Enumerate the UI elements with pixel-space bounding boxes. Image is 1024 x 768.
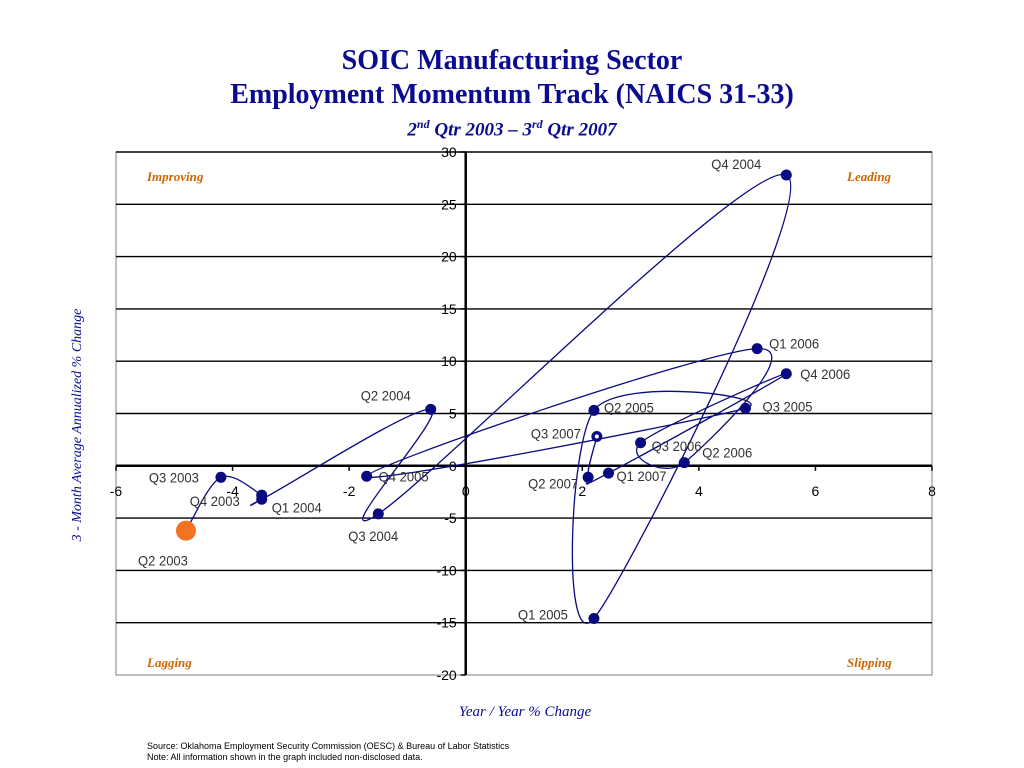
y-tick-label: -20 — [436, 667, 456, 683]
y-tick-label: 25 — [441, 196, 457, 212]
x-tick-label: -4 — [226, 483, 239, 499]
y-tick-label: -5 — [444, 510, 457, 526]
note-text: Note: All information shown in the graph… — [147, 752, 423, 762]
y-tick-label: 30 — [441, 144, 457, 160]
quadrant-label-lagging: Lagging — [147, 655, 192, 670]
data-point — [256, 493, 268, 505]
data-point — [425, 403, 437, 415]
subtitle-end: Qtr 2007 — [542, 119, 617, 141]
subtitle-middle: Qtr 2003 – — [429, 119, 523, 141]
data-label: Q4 2004 — [711, 156, 761, 172]
data-point — [361, 470, 373, 482]
y-tick-label: 20 — [441, 249, 457, 265]
data-label: Q2 2006 — [702, 445, 752, 461]
chart-title-line-2: Employment Momentum Track (NAICS 31-33) — [230, 79, 794, 110]
data-label: Q2 2004 — [361, 387, 411, 403]
x-tick-label: 0 — [462, 483, 470, 499]
data-point — [588, 404, 600, 416]
data-label: Q3 2005 — [762, 398, 812, 414]
quadrant-label-slipping: Slipping — [847, 655, 892, 670]
quadrant-label-leading: Leading — [847, 169, 892, 184]
x-tick-label: 6 — [812, 483, 820, 499]
y-tick-label: -10 — [436, 562, 456, 578]
y-axis-title: 3 - Month Average Annualized % Change — [70, 308, 85, 542]
subtitle-end-quarter: 3 — [522, 119, 533, 141]
data-label: Q1 2007 — [617, 468, 667, 484]
data-point — [739, 402, 751, 414]
data-point — [678, 457, 690, 469]
y-tick-label: 15 — [441, 301, 457, 317]
data-point — [582, 471, 594, 483]
data-label: Q1 2004 — [272, 499, 322, 515]
y-tick-label: 5 — [449, 406, 457, 422]
source-text: Source: Oklahoma Employment Security Com… — [147, 741, 510, 751]
data-point — [780, 169, 792, 181]
data-label: Q2 2005 — [604, 399, 654, 415]
chart-title-line-1: SOIC Manufacturing Sector — [341, 45, 683, 76]
source-notes: Source: Oklahoma Employment Security Com… — [147, 741, 509, 763]
data-label: Q4 2005 — [379, 468, 429, 484]
data-point — [215, 471, 227, 483]
x-axis-title: Year / Year % Change — [458, 704, 592, 720]
subtitle-end-suffix: rd — [532, 117, 543, 131]
subtitle-start-quarter: 2 — [407, 119, 417, 141]
x-tick-label: -6 — [110, 483, 123, 499]
data-point — [751, 343, 763, 355]
x-tick-label: -2 — [343, 483, 356, 499]
x-tick-label: 8 — [928, 483, 936, 499]
quadrant-label-improving: Improving — [147, 169, 204, 184]
data-label: Q1 2006 — [769, 336, 819, 352]
x-tick-label: 4 — [695, 483, 703, 499]
data-point — [372, 508, 384, 520]
data-point-end-marker — [594, 434, 599, 439]
data-label: Q3 2004 — [348, 528, 398, 544]
x-tick-label: 2 — [578, 483, 586, 499]
y-tick-label: -15 — [436, 615, 456, 631]
chart-subtitle: 2nd Qtr 2003 – 3rd Qtr 2007 — [0, 112, 1024, 142]
data-label: Q2 2003 — [138, 553, 188, 569]
data-point-start — [175, 520, 196, 541]
data-label: Q3 2007 — [531, 426, 581, 442]
data-point — [588, 613, 600, 625]
data-label: Q1 2005 — [518, 607, 568, 623]
subtitle-start-suffix: nd — [416, 117, 430, 131]
y-tick-label: 10 — [441, 353, 457, 369]
data-label: Q3 2006 — [652, 438, 702, 454]
data-label: Q4 2006 — [800, 366, 850, 382]
data-label: Q4 2003 — [190, 493, 240, 509]
data-point — [780, 368, 792, 380]
data-point — [603, 467, 615, 479]
chart-title-block: SOIC Manufacturing Sector Employment Mom… — [0, 44, 1024, 142]
data-label: Q3 2003 — [149, 469, 199, 485]
data-label: Q2 2007 — [528, 475, 578, 491]
data-point — [635, 437, 647, 449]
momentum-track-line — [185, 173, 792, 624]
